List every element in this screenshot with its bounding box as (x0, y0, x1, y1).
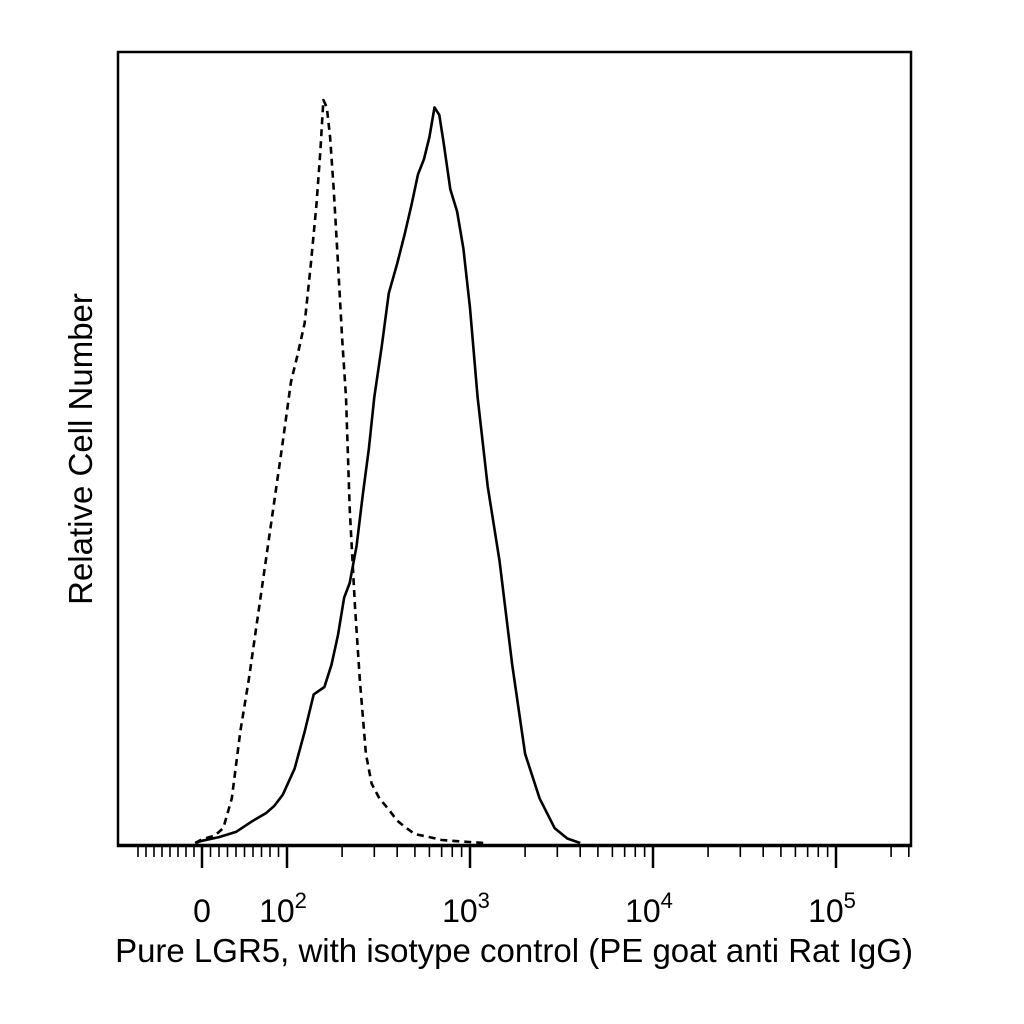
plot-frame (116, 50, 913, 848)
tick-label-exponent: 3 (478, 888, 490, 913)
x-tick-label: 104 (625, 888, 673, 929)
x-tick-label: 0 (193, 893, 211, 929)
tick-label-base: 10 (808, 893, 844, 929)
tick-label-base: 10 (625, 893, 661, 929)
tick-label-base: 0 (193, 893, 211, 929)
x-tick-label: 102 (259, 888, 307, 929)
tick-label-base: 10 (442, 893, 478, 929)
histogram-series (118, 98, 911, 847)
tick-label-exponent: 2 (295, 888, 307, 913)
x-axis-label: Pure LGR5, with isotype control (PE goat… (115, 932, 913, 969)
x-tick-labels: 0 102 103 104 105 (193, 888, 856, 929)
tick-label-base: 10 (259, 893, 295, 929)
x-tick-label: 103 (442, 888, 490, 929)
tick-label-exponent: 5 (844, 888, 856, 913)
tick-label-exponent: 4 (661, 888, 673, 913)
x-tick-label: 105 (808, 888, 856, 929)
y-axis-label: Relative Cell Number (62, 293, 99, 605)
x-axis-ticks (137, 846, 910, 868)
isotype-control-line (194, 98, 485, 845)
lgr5-line (194, 106, 581, 845)
